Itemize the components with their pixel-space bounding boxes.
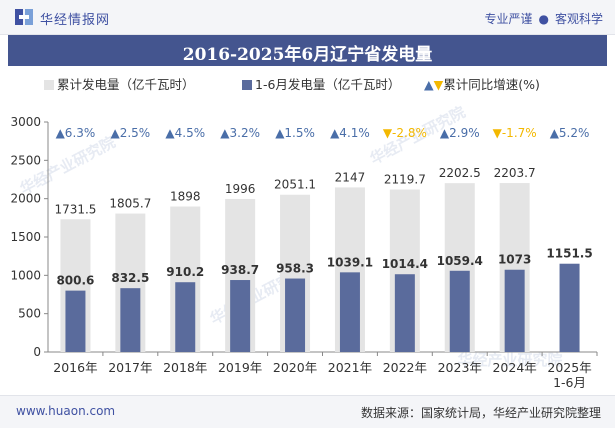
label-cumulative: 1898 (170, 189, 201, 203)
label-cumulative: 2202.5 (439, 166, 481, 180)
legend-label-growth: 累计同比增速(%) (443, 77, 540, 92)
bar-h1 (285, 278, 306, 352)
bar-chart: 华经产业研究院 华经产业研究院华经产业研究院华经产业研究院050010001500… (10, 103, 598, 390)
growth-label: ▲2.9% (440, 126, 480, 140)
watermark-text: 华经产业研究院 (457, 351, 562, 369)
tagline-b: 客观科学 (554, 12, 603, 26)
x-tick-label: 2024年 (492, 360, 536, 375)
y-tick-label: 1500 (10, 230, 41, 244)
x-tick-label: 2019年 (218, 360, 262, 375)
y-tick-label: 0 (33, 345, 41, 359)
label-cumulative: 1731.5 (54, 202, 96, 216)
footer-url[interactable]: www.huaon.com (16, 404, 116, 418)
growth-label: ▲1.5% (275, 126, 315, 140)
footer-source: 数据来源：国家统计局，华经产业研究院整理 (360, 406, 601, 420)
x-tick-label: 2021年 (328, 360, 372, 375)
label-h1: 1039.1 (327, 255, 373, 269)
label-cumulative: 2147 (335, 170, 366, 184)
bar-h1 (449, 270, 470, 352)
label-h1: 910.2 (166, 265, 204, 279)
label-h1: 958.3 (276, 262, 314, 276)
tagline-dot-icon: ● (538, 12, 549, 26)
legend-item-cumulative: 累计发电量（亿千瓦时） (44, 74, 195, 93)
growth-label: ▼-2.8% (383, 126, 427, 140)
growth-label: ▲4.5% (165, 126, 205, 140)
header-bar: 华经情报网 专业严谨 ● 客观科学 (0, 0, 615, 35)
growth-label: ▲4.1% (330, 126, 370, 140)
label-h1: 800.6 (56, 274, 94, 288)
tagline-a: 专业严谨 (484, 12, 533, 26)
bar-h1 (339, 272, 360, 352)
bar-h1 (559, 263, 580, 352)
chart-legend: 累计发电量（亿千瓦时） 1-6月发电量（亿千瓦时） ▲▼累计同比增速(%) (8, 72, 607, 92)
footer-bar: www.huaon.com 数据来源：国家统计局，华经产业研究院整理 (0, 395, 615, 428)
legend-item-h1: 1-6月发电量（亿千瓦时） (242, 74, 400, 93)
legend-item-growth: ▲▼累计同比增速(%) (424, 74, 540, 93)
label-cumulative: 1996 (225, 182, 256, 196)
label-h1: 1151.5 (546, 247, 592, 261)
label-h1: 1059.4 (437, 254, 483, 268)
label-cumulative: 2051.1 (274, 178, 316, 192)
growth-label: ▲6.3% (56, 126, 96, 140)
bar-h1 (394, 274, 415, 352)
bar-h1 (175, 282, 196, 352)
title-bar: 2016-2025年6月辽宁省发电量 (8, 35, 607, 66)
x-tick-label: 2017年 (108, 360, 152, 375)
x-tick-label: 2025年 (547, 360, 591, 375)
x-tick-label: 2023年 (438, 360, 482, 375)
label-cumulative: 2203.7 (494, 166, 536, 180)
x-tick-label: 2018年 (163, 360, 207, 375)
x-tick-label: 2020年 (273, 360, 317, 375)
growth-label: ▲5.2% (550, 126, 590, 140)
legend-up-triangle-icon: ▲ (424, 77, 434, 92)
x-tick-label: 2022年 (383, 360, 427, 375)
legend-down-triangle-icon: ▼ (433, 77, 444, 92)
legend-label-cumulative: 累计发电量（亿千瓦时） (57, 77, 195, 92)
bar-h1 (504, 269, 525, 352)
bar-h1 (120, 288, 141, 352)
legend-swatch-h1 (242, 80, 252, 90)
bar-h1 (65, 290, 86, 352)
y-tick-label: 3000 (10, 115, 41, 129)
y-tick-label: 500 (18, 307, 41, 321)
bar-h1 (230, 280, 251, 352)
label-h1: 938.7 (221, 263, 259, 277)
label-h1: 1014.4 (382, 257, 428, 271)
growth-label: ▲2.5% (110, 126, 150, 140)
brand-name: 华经情报网 (40, 13, 111, 28)
growth-label: ▲3.2% (220, 126, 260, 140)
tagline: 专业严谨 ● 客观科学 (484, 10, 603, 27)
label-cumulative: 2119.7 (384, 172, 426, 186)
label-h1: 1073 (498, 253, 531, 267)
brand-logo-icon (15, 9, 33, 25)
x-tick-label: 1-6月 (553, 375, 586, 390)
x-tick-label: 2016年 (53, 360, 97, 375)
growth-label: ▼-1.7% (493, 126, 537, 140)
label-h1: 832.5 (111, 271, 149, 285)
y-tick-label: 2500 (10, 153, 41, 167)
legend-label-h1: 1-6月发电量（亿千瓦时） (255, 77, 401, 92)
y-tick-label: 1000 (10, 268, 41, 282)
chart-title: 2016-2025年6月辽宁省发电量 (182, 45, 433, 65)
label-cumulative: 1805.7 (109, 197, 151, 211)
legend-swatch-cumulative (44, 80, 54, 90)
y-tick-label: 2000 (10, 192, 41, 206)
